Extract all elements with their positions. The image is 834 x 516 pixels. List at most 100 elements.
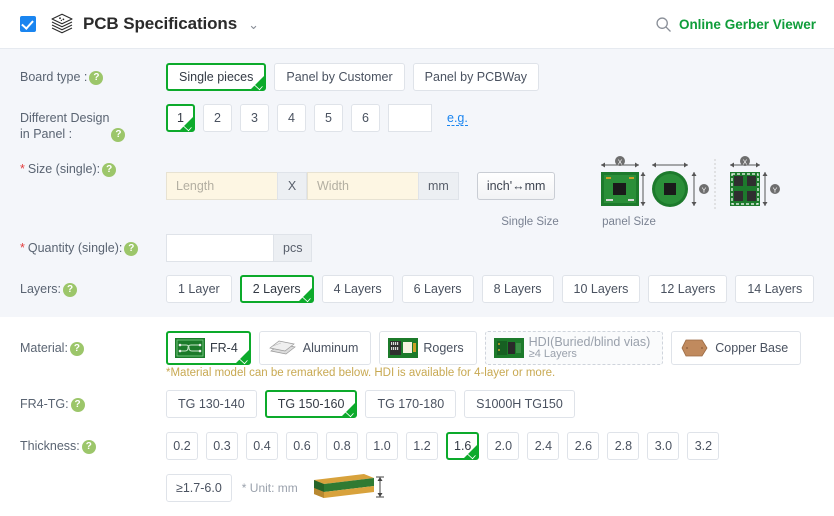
label-size: * Size (single): ? [20, 155, 166, 177]
svg-text:X: X [618, 159, 623, 166]
size-width-input[interactable] [307, 172, 419, 200]
aluminum-sheets-icon [268, 340, 296, 355]
material-label-copper-base: Copper Base [715, 341, 789, 355]
pcb-size-illustration: X Y [601, 156, 781, 209]
option-thickness-0-4[interactable]: 0.4 [246, 432, 278, 460]
option-layers-10[interactable]: 10 Layers [561, 275, 641, 303]
svg-text:X: X [743, 159, 748, 166]
option-thickness-1-2[interactable]: 1.2 [406, 432, 438, 460]
row-quantity: * Quantity (single): ? pcs [0, 234, 834, 262]
header-actions: Online Gerber Viewer [655, 16, 816, 33]
option-thickness-2-6[interactable]: 2.6 [567, 432, 600, 460]
option-panel-by-customer[interactable]: Panel by Customer [274, 63, 405, 91]
size-length-input[interactable] [166, 172, 278, 200]
help-icon-material[interactable]: ? [69, 342, 84, 356]
option-design-3[interactable]: 3 [240, 104, 269, 132]
option-panel-by-pcbway[interactable]: Panel by PCBWay [412, 63, 540, 91]
board-thickness-illustration [313, 474, 384, 498]
row-size: * Size (single): ? X mm inch'↔mm [0, 155, 834, 217]
option-thickness-0-2[interactable]: 0.2 [166, 432, 198, 460]
help-icon-board-type[interactable]: ? [89, 71, 104, 85]
option-thickness-1-6[interactable]: 1.6 [446, 432, 480, 460]
caption-single-size: Single Size [501, 216, 559, 228]
caption-panel-size: panel Size [602, 216, 656, 228]
option-material-copper-base[interactable]: Copper Base [671, 331, 802, 365]
material-label-rogers: Rogers [423, 341, 464, 355]
label-board-type: Board type : ? [20, 63, 166, 85]
option-thickness-3-2[interactable]: 3.2 [687, 432, 720, 460]
option-design-2[interactable]: 2 [203, 104, 232, 132]
material-label-hdi: HDI(Buried/blind vias) [528, 335, 651, 349]
svg-text:Y: Y [773, 187, 778, 194]
row-thickness: Thickness: ? 0.2 0.3 0.4 0.6 0.8 1.0 1.2… [0, 432, 834, 508]
option-material-rogers[interactable]: Rogers [379, 331, 477, 365]
row-board-type: Board type : ? Single pieces Panel by Cu… [0, 63, 834, 91]
size-reference-diagram: X Y [587, 155, 782, 217]
row-different-design: Different Design in Panel : ? 1 2 3 4 5 … [0, 104, 834, 142]
option-design-5[interactable]: 5 [314, 104, 343, 132]
size-unit-label: mm [418, 172, 459, 200]
copper-base-icon [681, 339, 708, 357]
option-layers-4[interactable]: 4 Layers [321, 275, 394, 303]
pcb-specifications-checkbox[interactable] [20, 16, 36, 32]
option-layers-1[interactable]: 1 Layer [166, 275, 232, 303]
material-label-aluminum: Aluminum [302, 341, 359, 355]
quantity-unit-label: pcs [273, 234, 313, 262]
different-design-custom-input[interactable] [388, 104, 432, 132]
option-layers-12[interactable]: 12 Layers [648, 275, 728, 303]
option-material-aluminum[interactable]: Aluminum [258, 331, 372, 365]
option-thickness-range[interactable]: ≥1.7-6.0 [166, 474, 232, 502]
option-thickness-0-3[interactable]: 0.3 [206, 432, 238, 460]
options-fr4-tg: TG 130-140 TG 150-160 TG 170-180 S1000H … [166, 390, 575, 418]
size-input-group: X mm [166, 172, 459, 200]
label-quantity: * Quantity (single): ? [20, 234, 166, 256]
option-material-fr4[interactable]: FR-4 [166, 331, 251, 365]
option-thickness-0-8[interactable]: 0.8 [326, 432, 358, 460]
inch-mm-convert-button[interactable]: inch'↔mm [476, 172, 556, 200]
eg-link[interactable]: e.g. [447, 110, 468, 126]
option-design-1[interactable]: 1 [166, 104, 195, 132]
search-icon[interactable] [655, 16, 672, 33]
option-s1000h-tg150[interactable]: S1000H TG150 [464, 390, 575, 418]
chevron-down-icon[interactable]: ⌄ [248, 16, 259, 32]
option-tg-150-160[interactable]: TG 150-160 [264, 390, 358, 418]
online-gerber-viewer-link[interactable]: Online Gerber Viewer [678, 16, 816, 32]
option-layers-6[interactable]: 6 Layers [401, 275, 474, 303]
help-icon-different-design[interactable]: ? [111, 128, 126, 142]
option-thickness-2-4[interactable]: 2.4 [527, 432, 560, 460]
option-thickness-1-0[interactable]: 1.0 [366, 432, 398, 460]
help-icon-size[interactable]: ? [102, 163, 117, 177]
option-layers-14[interactable]: 14 Layers [735, 275, 815, 303]
row-material: Material: ? FR-4 [0, 331, 834, 365]
option-thickness-2-8[interactable]: 2.8 [607, 432, 640, 460]
option-layers-8[interactable]: 8 Layers [481, 275, 554, 303]
svg-text:Y: Y [702, 187, 707, 194]
label-layers: Layers: ? [20, 275, 166, 297]
material-specs-section: Material: ? FR-4 [0, 317, 834, 508]
option-thickness-0-6[interactable]: 0.6 [286, 432, 318, 460]
options-material: FR-4 Aluminum [166, 331, 802, 365]
quantity-input[interactable] [166, 234, 274, 262]
option-single-pieces[interactable]: Single pieces [166, 63, 267, 91]
option-material-hdi: HDI(Buried/blind vias) ≥4 Layers [484, 331, 664, 365]
option-layers-2[interactable]: 2 Layers [239, 275, 314, 303]
option-design-6[interactable]: 6 [351, 104, 380, 132]
help-icon-quantity[interactable]: ? [124, 242, 139, 256]
help-icon-thickness[interactable]: ? [81, 440, 96, 454]
rogers-board-icon [388, 338, 419, 358]
options-board-type: Single pieces Panel by Customer Panel by… [166, 63, 540, 91]
row-fr4-tg: FR4-TG: ? TG 130-140 TG 150-160 TG 170-1… [0, 390, 834, 418]
option-tg-130-140[interactable]: TG 130-140 [166, 390, 257, 418]
quantity-input-group: pcs [166, 234, 313, 262]
option-thickness-2-0[interactable]: 2.0 [487, 432, 520, 460]
help-icon-layers[interactable]: ? [63, 283, 77, 297]
options-quantity: pcs [166, 234, 313, 262]
option-thickness-3-0[interactable]: 3.0 [647, 432, 680, 460]
required-asterisk-quantity: * [20, 241, 25, 255]
thickness-unit-note: * Unit: mm [241, 481, 298, 495]
size-separator: X [277, 172, 307, 200]
option-design-4[interactable]: 4 [277, 104, 306, 132]
option-tg-170-180[interactable]: TG 170-180 [365, 390, 457, 418]
row-layers: Layers: ? 1 Layer 2 Layers 4 Layers 6 La… [0, 275, 834, 303]
help-icon-fr4-tg[interactable]: ? [70, 398, 85, 412]
